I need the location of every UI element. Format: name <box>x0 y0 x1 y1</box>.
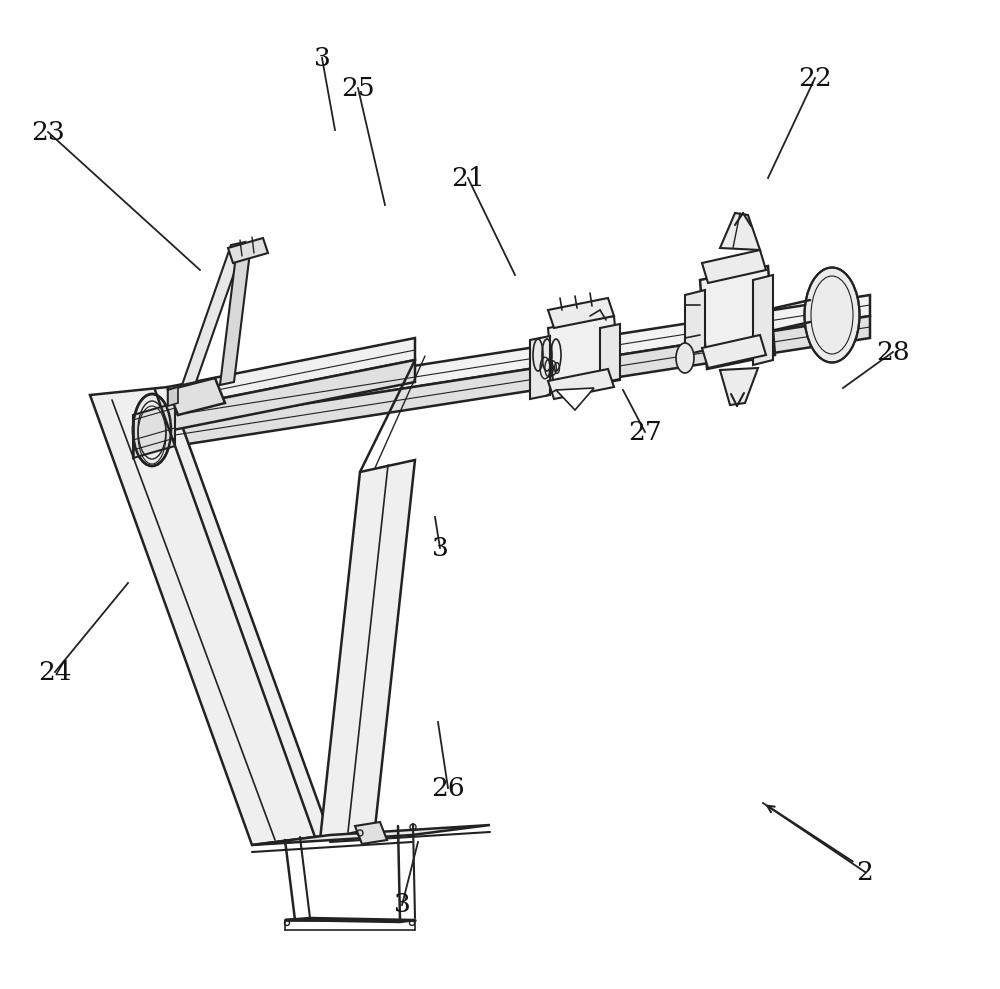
Polygon shape <box>182 242 245 385</box>
Polygon shape <box>702 250 766 283</box>
Text: 27: 27 <box>628 419 662 444</box>
Text: 2: 2 <box>857 859 873 884</box>
Polygon shape <box>600 324 620 383</box>
Polygon shape <box>220 252 250 385</box>
Text: 24: 24 <box>38 660 72 684</box>
Polygon shape <box>556 388 594 410</box>
Polygon shape <box>90 387 330 845</box>
Polygon shape <box>720 213 760 250</box>
Polygon shape <box>702 335 766 368</box>
Polygon shape <box>168 387 178 406</box>
Polygon shape <box>530 336 550 399</box>
Polygon shape <box>133 403 175 458</box>
Polygon shape <box>168 360 415 431</box>
Text: 28: 28 <box>876 339 910 365</box>
Text: 3: 3 <box>432 535 448 561</box>
Ellipse shape <box>676 343 694 373</box>
Polygon shape <box>548 369 614 399</box>
Polygon shape <box>320 460 415 840</box>
Ellipse shape <box>804 267 860 363</box>
Text: 22: 22 <box>798 65 832 91</box>
Text: 26: 26 <box>431 775 465 800</box>
Text: 21: 21 <box>451 165 485 191</box>
Polygon shape <box>548 298 614 328</box>
Polygon shape <box>168 378 225 415</box>
Polygon shape <box>175 316 870 446</box>
Ellipse shape <box>133 394 171 466</box>
Polygon shape <box>228 238 268 263</box>
Polygon shape <box>175 295 870 424</box>
Polygon shape <box>700 266 775 369</box>
Polygon shape <box>720 368 758 405</box>
Polygon shape <box>285 918 415 922</box>
Polygon shape <box>548 316 620 392</box>
Text: 3: 3 <box>394 892 410 918</box>
Polygon shape <box>685 290 705 355</box>
Text: 25: 25 <box>341 75 375 101</box>
Polygon shape <box>355 822 387 844</box>
Polygon shape <box>753 275 773 365</box>
Polygon shape <box>168 338 415 409</box>
Text: 23: 23 <box>31 120 65 144</box>
Polygon shape <box>252 825 490 845</box>
Text: 3: 3 <box>314 45 330 70</box>
